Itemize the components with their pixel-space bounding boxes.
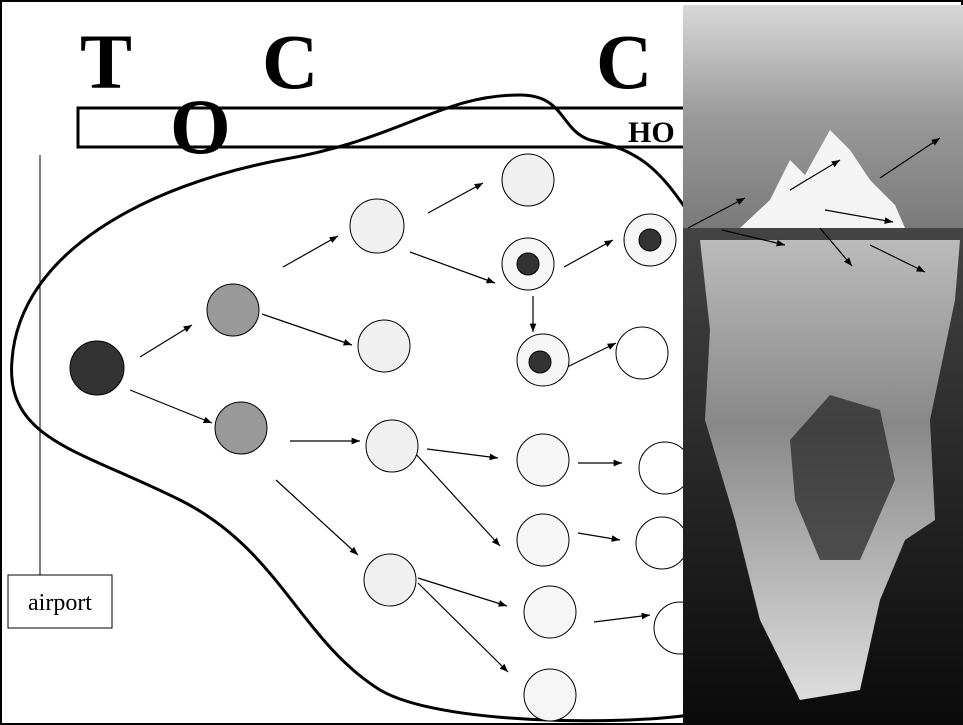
bar-text: HO — [628, 116, 675, 149]
heading-letter: C — [596, 18, 652, 105]
heading-letter: O — [170, 83, 231, 170]
slide: T C C O HO airport — [0, 0, 963, 725]
iceberg-photo — [683, 5, 963, 725]
airport-label: airport — [28, 590, 92, 616]
heading-letter: C — [262, 18, 318, 105]
heading-letter: T — [80, 18, 132, 105]
